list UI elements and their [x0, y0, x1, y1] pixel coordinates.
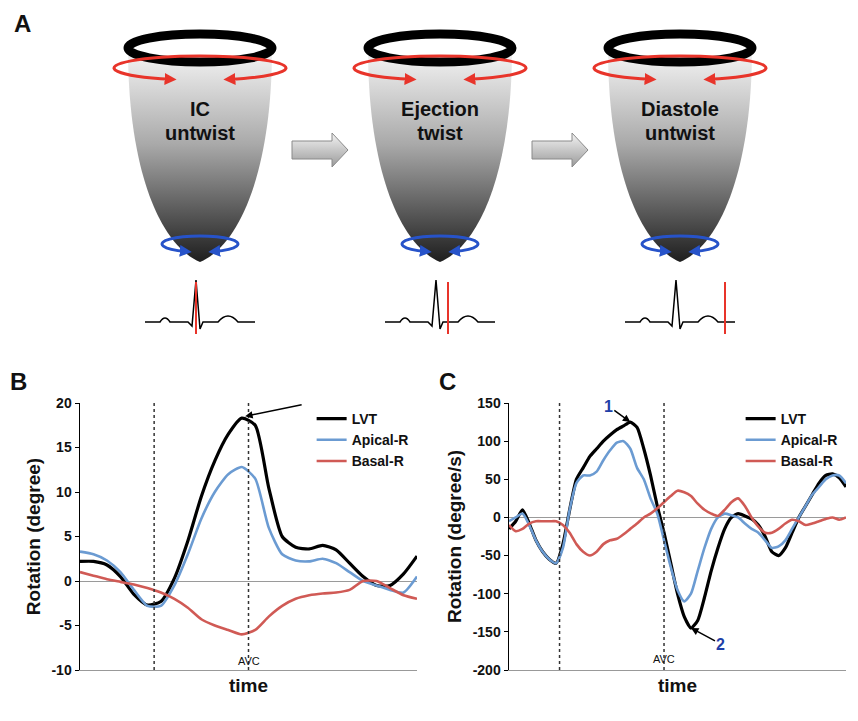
svg-text:A: A	[14, 10, 31, 37]
svg-text:10: 10	[56, 484, 72, 500]
svg-text:5: 5	[64, 528, 72, 544]
svg-text:LVT: LVT	[781, 411, 807, 427]
svg-text:-5: -5	[59, 617, 72, 633]
svg-text:Basal-R: Basal-R	[352, 453, 404, 469]
svg-text:150: 150	[477, 395, 501, 411]
svg-text:Apical-R: Apical-R	[781, 432, 838, 448]
svg-text:untwist: untwist	[165, 122, 235, 144]
svg-text:Diastole: Diastole	[641, 98, 719, 120]
svg-text:untwist: untwist	[645, 122, 715, 144]
svg-text:-200: -200	[473, 662, 501, 678]
svg-text:Basal-R: Basal-R	[781, 453, 833, 469]
svg-text:20: 20	[56, 395, 72, 411]
svg-text:Apical-R: Apical-R	[352, 432, 409, 448]
svg-text:0: 0	[64, 573, 72, 589]
svg-text:100: 100	[477, 433, 501, 449]
svg-text:15: 15	[56, 439, 72, 455]
svg-text:AVC: AVC	[653, 653, 675, 665]
svg-text:1: 1	[604, 398, 613, 415]
svg-text:Rotation (degree): Rotation (degree)	[23, 458, 44, 615]
svg-text:2: 2	[716, 636, 725, 653]
svg-text:-150: -150	[473, 624, 501, 640]
svg-text:AVC: AVC	[238, 655, 260, 667]
svg-text:Ejection: Ejection	[401, 98, 479, 120]
svg-text:LVT: LVT	[352, 411, 378, 427]
svg-text:-100: -100	[473, 586, 501, 602]
svg-text:time: time	[658, 675, 697, 696]
svg-text:Rotation (degree/s): Rotation (degree/s)	[444, 450, 465, 623]
svg-text:-50: -50	[480, 547, 500, 563]
svg-text:IC: IC	[190, 98, 210, 120]
svg-text:0: 0	[493, 509, 501, 525]
svg-text:B: B	[10, 368, 27, 395]
svg-text:C: C	[439, 368, 456, 395]
svg-text:time: time	[229, 675, 268, 696]
svg-text:50: 50	[485, 471, 501, 487]
svg-text:-10: -10	[51, 662, 71, 678]
svg-text:twist: twist	[417, 122, 463, 144]
